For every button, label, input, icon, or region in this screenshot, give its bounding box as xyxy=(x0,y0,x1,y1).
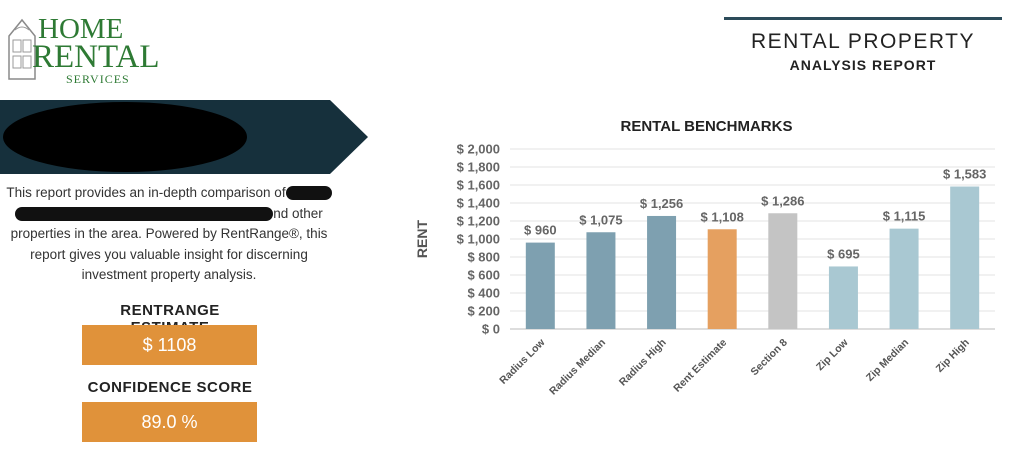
bar xyxy=(889,228,919,329)
redacted-address xyxy=(3,102,247,172)
y-tick-label: $ 2,000 xyxy=(457,142,500,157)
bar xyxy=(950,186,980,329)
bar xyxy=(828,266,858,329)
y-tick-label: $ 200 xyxy=(467,304,500,319)
y-axis-label: RENT xyxy=(414,220,430,259)
rental-benchmarks-chart: RENTAL BENCHMARKS RENT $ 0 $ 200 $ 400 $ 600 $… xyxy=(414,118,995,398)
house-icon xyxy=(8,18,36,80)
data-label: $ 695 xyxy=(827,246,860,261)
report-title: RENTAL PROPERTY xyxy=(751,30,975,53)
company-logo: HOME RENTAL SERVICES xyxy=(8,13,160,86)
data-label: $ 1,115 xyxy=(883,209,926,224)
x-tick-label: Radius Median xyxy=(547,337,608,398)
report-subtitle: ANALYSIS REPORT xyxy=(789,57,937,73)
x-tick-label: Radius Low xyxy=(497,336,548,387)
estimate-value: $ 1108 xyxy=(82,325,257,365)
address-banner xyxy=(0,100,368,174)
report-description: This report provides an in-depth compari… xyxy=(6,183,332,286)
bar xyxy=(586,232,616,329)
redacted-text xyxy=(285,186,332,201)
y-tick-label: $ 1,800 xyxy=(457,160,500,175)
header-rule xyxy=(724,17,1002,20)
x-tick-label: Zip Median xyxy=(864,337,911,384)
bar xyxy=(647,215,677,329)
data-label: $ 960 xyxy=(524,223,557,238)
confidence-label: CONFIDENCE SCORE xyxy=(87,379,253,396)
x-tick-label: Zip High xyxy=(934,337,972,375)
x-tick-label: Rent Estimate xyxy=(671,337,729,395)
description-part1: This report provides an in-depth compari… xyxy=(6,185,286,200)
x-tick-label: Section 8 xyxy=(748,337,790,379)
data-label: $ 1,583 xyxy=(943,167,986,182)
y-tick-label: $ 1,000 xyxy=(457,232,500,247)
logo-text-home: HOME xyxy=(38,13,124,45)
description-part2: nd other xyxy=(273,205,323,221)
bar xyxy=(525,242,555,329)
y-tick-label: $ 1,200 xyxy=(457,214,500,229)
data-label: $ 1,108 xyxy=(701,209,744,224)
bar xyxy=(768,213,798,329)
description-rest: properties in the area. Powered by RentR… xyxy=(10,226,328,282)
y-tick-label: $ 1,600 xyxy=(457,178,500,193)
x-tick-label: Radius High xyxy=(617,337,669,389)
y-tick-label: $ 600 xyxy=(467,268,500,283)
data-label: $ 1,256 xyxy=(640,196,683,211)
data-label: $ 1,286 xyxy=(761,193,804,208)
logo-text-rental: RENTAL xyxy=(32,39,160,75)
y-tick-label: $ 1,400 xyxy=(457,196,500,211)
chart-title: RENTAL BENCHMARKS xyxy=(621,118,793,135)
y-tick-label: $ 400 xyxy=(467,286,500,301)
x-tick-label: Zip Low xyxy=(814,336,851,373)
bar xyxy=(707,229,737,329)
y-tick-label: $ 0 xyxy=(482,322,500,337)
data-label: $ 1,075 xyxy=(579,212,622,227)
y-tick-label: $ 800 xyxy=(467,250,500,265)
redacted-text xyxy=(15,206,274,221)
logo-text-services: SERVICES xyxy=(66,72,130,86)
confidence-value: 89.0 % xyxy=(82,402,257,442)
